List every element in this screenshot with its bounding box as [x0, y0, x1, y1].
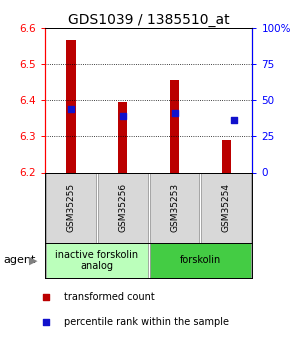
Bar [46, 172, 96, 243]
Bar [98, 172, 148, 243]
Point [120, 114, 125, 119]
Text: forskolin: forskolin [180, 256, 221, 265]
Point [172, 110, 177, 116]
Text: inactive forskolin
analog: inactive forskolin analog [55, 250, 138, 271]
Point [232, 117, 236, 123]
Title: GDS1039 / 1385510_at: GDS1039 / 1385510_at [68, 12, 229, 27]
Text: GSM35253: GSM35253 [170, 183, 179, 233]
Bar [118, 102, 127, 172]
Text: GSM35254: GSM35254 [222, 183, 231, 233]
Bar [150, 243, 251, 278]
Text: GSM35256: GSM35256 [118, 183, 127, 233]
Point [68, 106, 73, 112]
Text: ▶: ▶ [29, 256, 37, 265]
Point [44, 294, 49, 300]
Bar [170, 80, 179, 172]
Bar [66, 40, 75, 172]
Point [44, 319, 49, 325]
Bar [150, 172, 200, 243]
Text: GSM35255: GSM35255 [66, 183, 75, 233]
Text: agent: agent [3, 256, 35, 265]
Text: transformed count: transformed count [64, 292, 155, 302]
Bar [202, 172, 251, 243]
Bar [222, 140, 231, 172]
Text: percentile rank within the sample: percentile rank within the sample [64, 317, 229, 327]
Bar [46, 243, 148, 278]
